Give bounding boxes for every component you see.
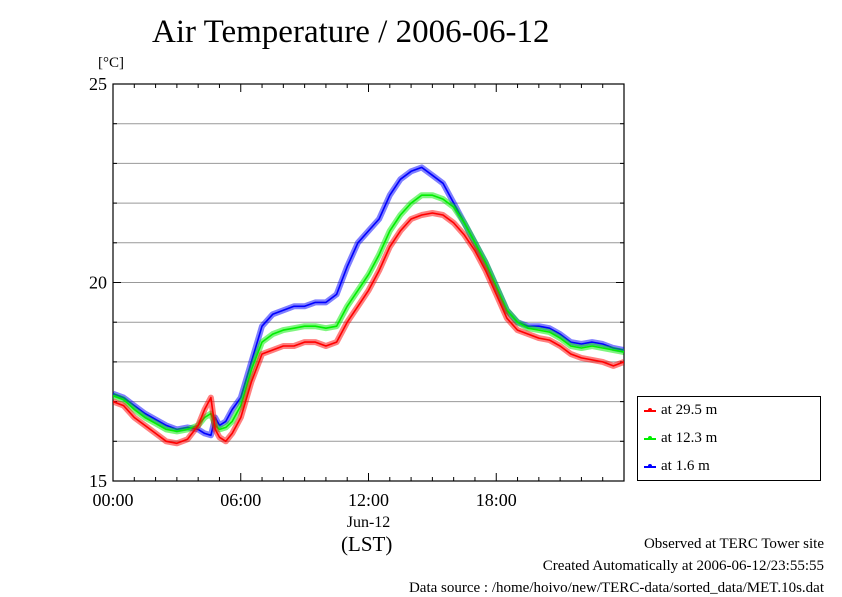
legend-swatch-blue (644, 463, 656, 468)
series-line (113, 166, 624, 437)
x-axis-label: (LST) (341, 532, 393, 556)
x-tick-label: 00:00 (92, 490, 133, 510)
x-tick-label: 18:00 (476, 490, 517, 510)
legend-label: at 29.5 m (661, 402, 718, 418)
legend-label: at 12.3 m (661, 430, 718, 446)
y-tick-label: 20 (89, 273, 107, 293)
x-tick-label: 06:00 (220, 490, 261, 510)
y-axis-unit: [°C] (98, 55, 124, 71)
footer-observed: Observed at TERC Tower site (643, 536, 824, 552)
footer-datasource: Data source : /home/hoivo/new/TERC-data/… (408, 580, 824, 596)
y-tick-label: 25 (89, 74, 107, 94)
x-date-label: Jun-12 (347, 514, 391, 531)
legend-item-29-5m: at 29.5 m (644, 402, 717, 419)
series-line (113, 212, 624, 445)
y-tick-label: 15 (89, 471, 107, 491)
legend-swatch-red (644, 407, 656, 412)
chart-title: Air Temperature / 2006-06-12 (152, 14, 550, 50)
footer-created: Created Automatically at 2006-06-12/23:5… (542, 558, 824, 574)
legend-item-12-3m: at 12.3 m (644, 430, 717, 447)
legend-item-1-6m: at 1.6 m (644, 458, 710, 475)
legend-label: at 1.6 m (661, 458, 710, 474)
x-tick-label: 12:00 (348, 490, 389, 510)
legend-swatch-green (644, 435, 656, 440)
series-band (113, 164, 624, 439)
chart-legend: at 29.5 m at 12.3 m at 1.6 m (637, 396, 821, 481)
